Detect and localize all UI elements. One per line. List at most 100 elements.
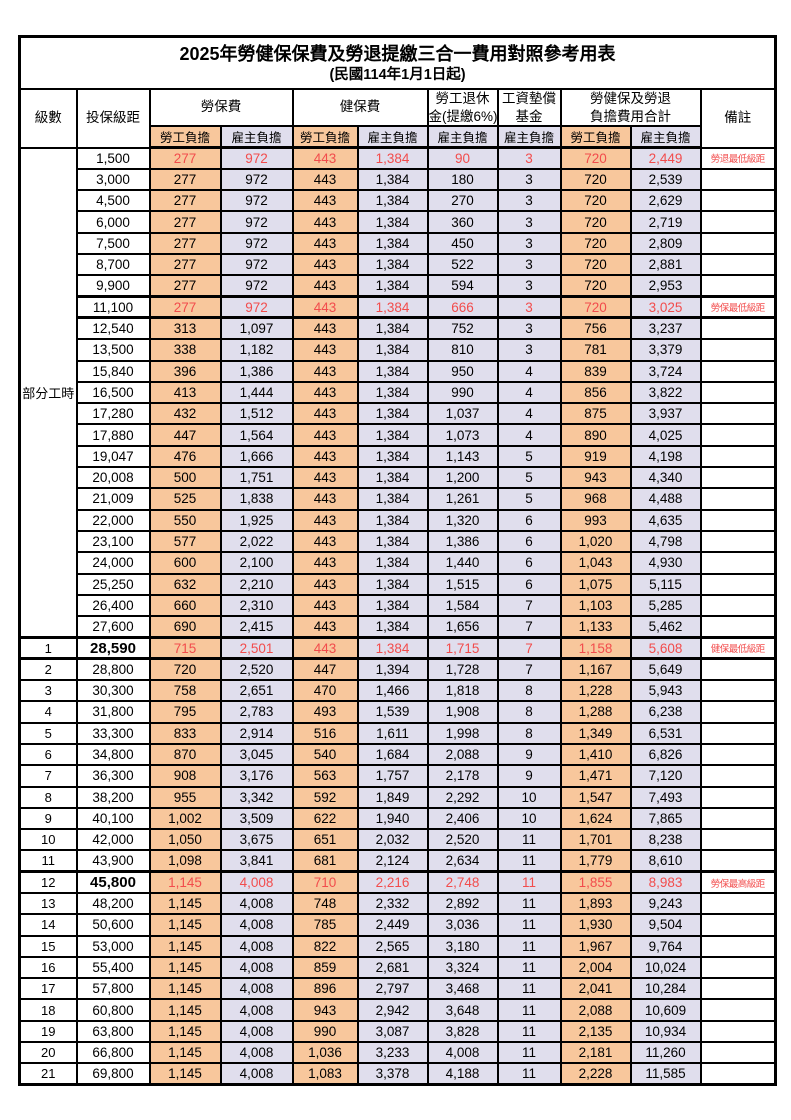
level-cell: 15 bbox=[18, 934, 78, 958]
health-employee-cell: 443 bbox=[291, 572, 359, 596]
labor-employer-cell: 2,210 bbox=[219, 572, 294, 596]
health-employer-cell: 1,384 bbox=[356, 593, 429, 618]
total-employer-cell: 2,629 bbox=[629, 189, 702, 213]
total-employee-cell: 720 bbox=[559, 189, 632, 213]
labor-employee-cell: 1,145 bbox=[148, 891, 222, 916]
health-employee-cell: 622 bbox=[291, 806, 359, 831]
salary-cell: 31,800 bbox=[75, 700, 151, 724]
health-employee-cell: 896 bbox=[291, 977, 359, 1001]
labor-employee-cell: 432 bbox=[148, 402, 222, 426]
total-employer-cell: 9,764 bbox=[629, 934, 702, 958]
wage-fund-employer-cell: 11 bbox=[496, 977, 562, 1001]
premium-table: 2025年勞健保保費及勞退提繳三合一費用對照參考用表 (民國114年1月1日起)… bbox=[18, 35, 778, 1087]
pension-employer-cell: 1,037 bbox=[426, 402, 499, 426]
remark-cell bbox=[699, 508, 777, 532]
table-row: 17,880 447 1,564 443 1,384 1,073 4 890 4,025 bbox=[20, 423, 777, 447]
health-employee-cell: 443 bbox=[291, 316, 359, 341]
total-employee-cell: 1,288 bbox=[559, 700, 632, 724]
table-row: 2 28,800 720 2,520 447 1,394 1,728 7 1,167 5,649 bbox=[18, 657, 777, 682]
total-employer-cell: 9,504 bbox=[629, 913, 702, 937]
wage-fund-employer-cell: 3 bbox=[496, 253, 562, 277]
salary-cell: 22,000 bbox=[75, 508, 151, 532]
health-employer-cell: 1,384 bbox=[356, 210, 429, 234]
table-row: 18 60,800 1,145 4,008 943 2,942 3,648 11 2,088 10… bbox=[18, 998, 777, 1022]
health-employer-cell: 1,849 bbox=[356, 785, 429, 809]
total-employee-cell: 2,228 bbox=[559, 1062, 632, 1086]
pension-employer-cell: 990 bbox=[426, 380, 499, 405]
health-employer-cell: 1,684 bbox=[356, 742, 429, 767]
pension-employer-cell: 1,584 bbox=[426, 593, 499, 618]
salary-cell: 9,900 bbox=[75, 274, 151, 298]
total-employer-cell: 2,719 bbox=[629, 210, 702, 234]
health-employer-cell: 1,384 bbox=[356, 529, 429, 554]
total-employer-cell: 11,260 bbox=[629, 1041, 702, 1065]
total-employee-cell: 781 bbox=[559, 338, 632, 362]
health-employee-cell: 493 bbox=[291, 700, 359, 724]
salary-cell: 57,800 bbox=[75, 977, 151, 1001]
labor-employee-cell: 720 bbox=[148, 657, 222, 682]
total-employer-cell: 3,822 bbox=[629, 380, 702, 405]
labor-employer-cell: 3,045 bbox=[219, 742, 294, 767]
table-row: 11 43,900 1,098 3,841 681 2,124 2,634 11 1,779 8,… bbox=[18, 849, 777, 873]
wage-fund-employer-cell: 8 bbox=[496, 679, 562, 703]
header-sub-row: 勞工負擔 雇主負擔 勞工負擔 雇主負擔 雇主負擔 雇主負擔 勞工負擔 雇主負擔 bbox=[20, 125, 776, 150]
remark-cell bbox=[699, 998, 777, 1022]
salary-cell: 23,100 bbox=[75, 529, 151, 554]
total-employer-cell: 10,024 bbox=[629, 955, 702, 980]
wage-fund-employer-cell: 3 bbox=[496, 295, 562, 320]
labor-employee-cell: 715 bbox=[148, 635, 222, 661]
labor-employer-cell: 1,925 bbox=[219, 508, 294, 532]
labor-employer-cell: 2,520 bbox=[219, 657, 294, 682]
labor-employer-cell: 1,444 bbox=[219, 380, 294, 405]
health-employer-cell: 1,384 bbox=[356, 231, 429, 256]
labor-employer-cell: 972 bbox=[219, 189, 294, 213]
labor-employer-cell: 4,008 bbox=[219, 891, 294, 916]
total-employee-cell: 1,349 bbox=[559, 721, 632, 745]
salary-cell: 3,000 bbox=[75, 167, 151, 192]
health-employer-cell: 1,384 bbox=[356, 466, 429, 490]
col-header-total: 勞健保及勞退 負擔費用合計 bbox=[559, 87, 702, 128]
health-employer-cell: 2,332 bbox=[356, 891, 429, 916]
level-cell: 1 bbox=[18, 635, 78, 661]
level-cell: 17 bbox=[18, 977, 78, 1001]
health-employer-cell: 2,797 bbox=[356, 977, 429, 1001]
pension-employer-cell: 2,634 bbox=[426, 849, 499, 873]
remark-cell bbox=[699, 253, 777, 277]
pension-employer-cell: 2,892 bbox=[426, 891, 499, 916]
labor-employee-cell: 795 bbox=[148, 700, 222, 724]
labor-employee-cell: 277 bbox=[148, 189, 222, 213]
remark-cell bbox=[699, 551, 777, 575]
labor-employer-cell: 4,008 bbox=[219, 955, 294, 980]
table-row: 16,500 413 1,444 443 1,384 990 4 856 3,822 bbox=[20, 380, 777, 405]
wage-fund-employer-cell: 5 bbox=[496, 466, 562, 490]
labor-employee-cell: 277 bbox=[148, 210, 222, 234]
health-employee-cell: 651 bbox=[291, 828, 359, 852]
total-employee-cell: 2,181 bbox=[559, 1041, 632, 1065]
table-row: 13 48,200 1,145 4,008 748 2,332 2,892 11 1,893 9,… bbox=[18, 891, 777, 916]
wage-fund-employer-cell: 3 bbox=[496, 274, 562, 298]
total-employee-cell: 720 bbox=[559, 274, 632, 298]
pension-employer-cell: 3,036 bbox=[426, 913, 499, 937]
remark-cell bbox=[699, 593, 777, 618]
level-cell: 8 bbox=[18, 785, 78, 809]
remark-cell bbox=[699, 572, 777, 596]
table-body: 部分工時 1,500 277 972 443 1,384 90 3 720 2,449 勞退最低級距… bbox=[18, 146, 777, 1086]
salary-cell: 45,800 bbox=[75, 870, 151, 894]
total-employee-cell: 720 bbox=[559, 295, 632, 320]
remark-cell bbox=[699, 913, 777, 937]
health-employee-cell: 443 bbox=[291, 466, 359, 490]
salary-cell: 19,047 bbox=[75, 444, 151, 469]
total-employer-cell: 3,379 bbox=[629, 338, 702, 362]
total-employee-cell: 919 bbox=[559, 444, 632, 469]
labor-employee-cell: 277 bbox=[148, 295, 222, 320]
health-employer-cell: 1,384 bbox=[356, 146, 429, 170]
table-row: 17,280 432 1,512 443 1,384 1,037 4 875 3,937 bbox=[20, 402, 777, 426]
wage-fund-employer-cell: 7 bbox=[496, 615, 562, 639]
health-employer-cell: 2,565 bbox=[356, 934, 429, 958]
total-employer-cell: 8,238 bbox=[629, 828, 702, 852]
labor-employer-cell: 2,310 bbox=[219, 593, 294, 618]
table-row: 3,000 277 972 443 1,384 180 3 720 2,539 bbox=[20, 167, 777, 192]
wage-fund-employer-cell: 7 bbox=[496, 657, 562, 682]
total-employer-cell: 2,449 bbox=[629, 146, 702, 170]
health-employee-cell: 1,036 bbox=[291, 1041, 359, 1065]
